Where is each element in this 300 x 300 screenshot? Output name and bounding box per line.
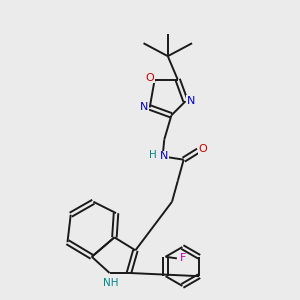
Text: N: N bbox=[187, 95, 195, 106]
Text: O: O bbox=[146, 73, 154, 83]
Text: F: F bbox=[179, 254, 186, 263]
Text: N: N bbox=[160, 152, 168, 161]
Text: NH: NH bbox=[103, 278, 119, 288]
Text: O: O bbox=[199, 144, 208, 154]
Text: H: H bbox=[149, 150, 157, 160]
Text: N: N bbox=[140, 102, 148, 112]
